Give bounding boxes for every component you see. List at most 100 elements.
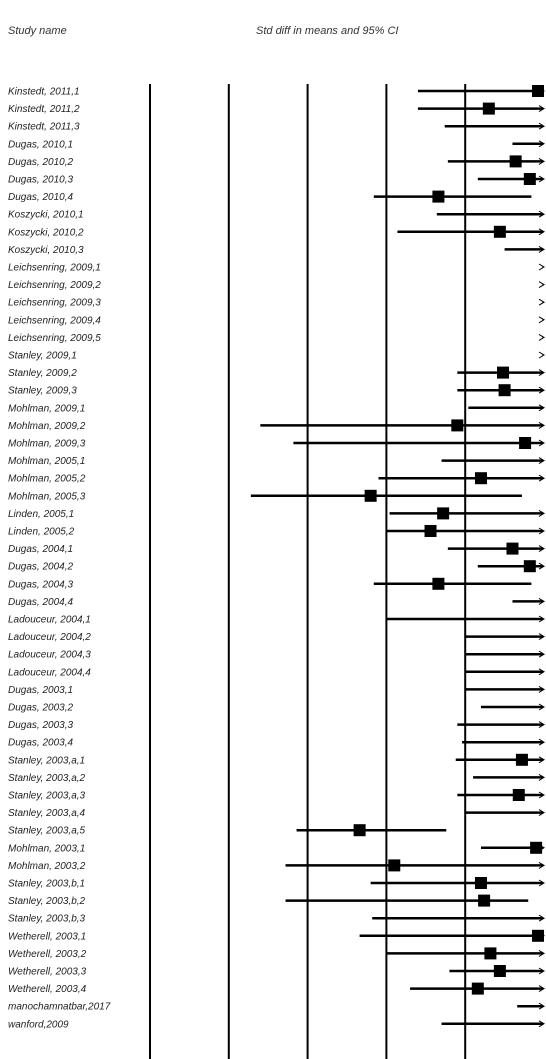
- study-row: [465, 633, 545, 641]
- study-label: Dugas, 2003,1: [8, 685, 73, 696]
- study-row: [465, 650, 545, 658]
- point-estimate: [493, 965, 506, 977]
- study-row: [373, 190, 532, 203]
- study-row: [285, 859, 545, 872]
- study-label: Dugas, 2010,4: [8, 192, 73, 203]
- ci-arrow: [538, 105, 545, 113]
- point-estimate: [512, 789, 525, 801]
- ci-arrow: [538, 263, 545, 271]
- ci-arrow: [538, 738, 545, 746]
- ci-arrow: [538, 1002, 545, 1010]
- point-estimate: [432, 577, 445, 590]
- ci-arrow: [538, 703, 545, 711]
- study-row: [447, 155, 545, 168]
- point-estimate: [497, 366, 510, 379]
- ci-arrow: [538, 333, 545, 341]
- study-label: Kinstedt, 2011,1: [8, 87, 80, 98]
- study-label: Linden, 2005,2: [8, 527, 75, 538]
- ci-arrow: [538, 474, 545, 482]
- point-estimate: [493, 225, 506, 238]
- study-label: Mohlman, 2003,1: [8, 843, 85, 854]
- ci-arrow: [538, 914, 545, 922]
- ci-arrow: [538, 228, 545, 236]
- study-row: [359, 929, 545, 942]
- study-label: Dugas, 2003,4: [8, 738, 73, 749]
- ci-arrow: [538, 791, 545, 799]
- study-row: [386, 947, 545, 960]
- ci-arrow: [538, 861, 545, 869]
- study-row: [389, 507, 545, 520]
- study-label: Dugas, 2003,2: [8, 703, 73, 714]
- study-row: [372, 914, 545, 922]
- ci-arrow: [538, 298, 545, 306]
- study-row: [538, 263, 545, 271]
- point-estimate: [519, 437, 532, 449]
- study-row: [378, 472, 545, 485]
- study-label: Stanley, 2009,1: [8, 351, 77, 362]
- study-label: Leichsenring, 2009,4: [8, 315, 101, 326]
- study-label: Stanley, 2003,a,4: [8, 808, 86, 819]
- study-label: Mohlman, 2005,3: [8, 491, 86, 502]
- study-row: [473, 773, 545, 781]
- study-label: Dugas, 2004,1: [8, 544, 73, 555]
- ci-arrow: [538, 439, 545, 447]
- study-label: Leichsenring, 2009,5: [8, 333, 101, 344]
- ci-arrow: [538, 967, 545, 975]
- ci-arrow: [538, 210, 545, 218]
- ci-arrow: [538, 421, 545, 429]
- study-row: [457, 384, 545, 397]
- study-row: [480, 841, 545, 854]
- ci-arrow: [538, 633, 545, 641]
- point-estimate: [353, 824, 366, 837]
- study-row: [373, 577, 532, 590]
- study-rows: [250, 85, 545, 1028]
- ci-arrow: [538, 773, 545, 781]
- point-estimate: [532, 929, 544, 942]
- study-label: Dugas, 2004,3: [8, 579, 73, 590]
- study-label: Stanley, 2003,a,1: [8, 755, 85, 766]
- study-row: [436, 210, 545, 218]
- study-row: [417, 102, 545, 115]
- study-row: [465, 668, 545, 676]
- point-estimate: [388, 859, 401, 872]
- study-row: [250, 489, 522, 502]
- ci-arrow: [538, 140, 545, 148]
- study-row: [457, 366, 545, 379]
- ci-arrow: [538, 668, 545, 676]
- study-row: [462, 738, 545, 746]
- study-label: Wetherell, 2003,4: [8, 984, 87, 995]
- ci-arrow: [538, 985, 545, 993]
- study-label: Mohlman, 2009,1: [8, 403, 85, 414]
- study-label: Stanley, 2003,a,5: [8, 826, 86, 837]
- reference-lines: [149, 84, 467, 1059]
- study-row: [260, 419, 545, 432]
- ci-arrow: [538, 457, 545, 465]
- study-row: [444, 122, 545, 130]
- study-name-header: Study name: [8, 25, 67, 37]
- point-estimate: [424, 525, 437, 537]
- study-row: [386, 615, 545, 623]
- study-row: [417, 85, 545, 97]
- ci-arrow: [538, 527, 545, 535]
- study-label: Mohlman, 2009,3: [8, 439, 86, 450]
- study-label: Leichsenring, 2009,1: [8, 263, 101, 274]
- point-estimate: [364, 489, 377, 502]
- study-label: Kinstedt, 2011,2: [8, 104, 80, 115]
- study-row: [504, 245, 545, 253]
- point-estimate: [451, 419, 464, 432]
- study-label: Mohlman, 2003,2: [8, 861, 86, 872]
- study-row: [465, 809, 545, 817]
- ci-arrow: [538, 404, 545, 412]
- study-label: Stanley, 2003,b,2: [8, 896, 86, 907]
- study-row: [441, 1020, 545, 1028]
- study-row: [447, 542, 545, 555]
- ci-arrow: [538, 809, 545, 817]
- study-label: Dugas, 2004,2: [8, 562, 73, 573]
- study-row: [465, 685, 545, 693]
- point-estimate: [515, 753, 528, 766]
- study-row: [477, 560, 545, 573]
- study-row: [386, 525, 545, 537]
- point-estimate: [478, 894, 491, 907]
- study-label: wanford,2009: [8, 1019, 69, 1030]
